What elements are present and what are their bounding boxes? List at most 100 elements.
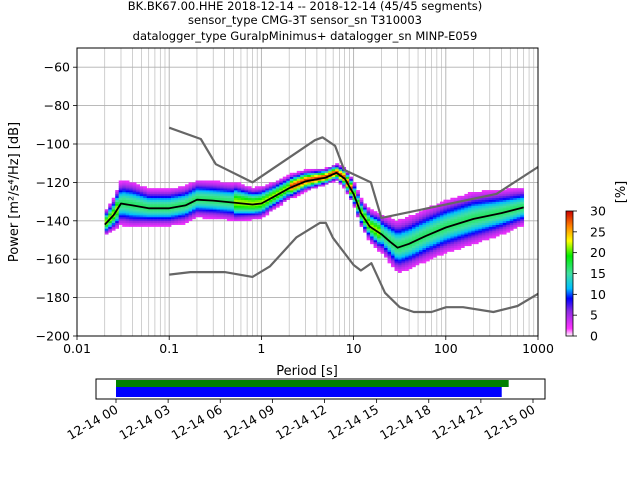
psd-density-cell <box>199 201 203 204</box>
psd-density-cell <box>115 205 120 208</box>
y-axis-label: Power [m²/s⁴/Hz] [dB] <box>7 122 22 262</box>
psd-density-cell <box>446 236 451 239</box>
psd-density-cell <box>185 209 189 212</box>
psd-density-cell <box>509 197 514 200</box>
psd-density-cell <box>450 234 455 237</box>
psd-density-cell <box>157 222 161 225</box>
psd-density-cell <box>293 193 298 197</box>
psd-density-cell <box>520 215 525 218</box>
psd-density-cell <box>464 228 469 231</box>
psd-density-cell <box>303 174 308 177</box>
psd-density-cell <box>202 188 207 191</box>
psd-density-cell <box>401 255 406 258</box>
psd-density-cell <box>520 199 525 202</box>
psd-density-cell <box>195 213 200 216</box>
psd-density-cell <box>345 184 350 187</box>
psd-density-cell <box>258 213 263 216</box>
psd-density-cell <box>492 232 497 235</box>
psd-density-cell <box>398 228 402 231</box>
psd-density-cell <box>185 184 189 187</box>
psd-density-cell <box>296 176 301 179</box>
psd-density-cell <box>226 211 231 214</box>
psd-density-cell <box>307 178 312 181</box>
psd-density-cell <box>453 215 458 218</box>
psd-density-cell <box>460 209 465 212</box>
psd-density-cell <box>411 215 416 218</box>
psd-density-cell <box>391 222 395 225</box>
psd-density-cell <box>174 201 179 204</box>
psd-density-cell <box>471 195 476 199</box>
psd-density-cell <box>457 240 462 243</box>
psd-density-cell <box>415 232 420 235</box>
psd-density-cell <box>495 199 500 202</box>
psd-density-cell <box>502 218 507 222</box>
psd-density-cell <box>230 186 235 189</box>
psd-density-cell <box>453 207 458 210</box>
psd-density-cell <box>485 201 490 204</box>
psd-density-cell <box>425 226 430 229</box>
psd-density-cell <box>171 215 175 218</box>
psd-density-cell <box>387 236 392 239</box>
psd-density-cell <box>506 190 511 193</box>
psd-density-cell <box>139 213 144 216</box>
psd-density-cell <box>394 238 399 241</box>
psd-density-cell <box>457 234 462 237</box>
psd-density-cell <box>254 188 259 191</box>
psd-density-cell <box>247 192 252 195</box>
psd-density-cell <box>485 226 490 229</box>
psd-density-cell <box>143 203 147 206</box>
psd-density-cell <box>237 193 242 197</box>
psd-density-cell <box>233 192 238 195</box>
psd-density-cell <box>216 182 221 185</box>
psd-density-cell <box>464 224 469 227</box>
psd-density-cell <box>411 243 416 247</box>
psd-density-cell <box>436 241 441 245</box>
psd-density-cell <box>164 220 168 224</box>
psd-density-cell <box>425 251 430 254</box>
psd-density-cell <box>520 193 525 197</box>
psd-density-cell <box>495 203 500 206</box>
psd-density-cell <box>171 197 175 200</box>
psd-density-cell <box>439 209 444 212</box>
psd-density-cell <box>513 197 518 200</box>
psd-density-cell <box>143 195 147 199</box>
psd-density-cell <box>226 195 231 199</box>
colorbar-tick-label: 0 <box>590 329 598 344</box>
psd-density-cell <box>474 207 479 210</box>
psd-density-cell <box>415 236 420 239</box>
psd-density-cell <box>212 201 217 204</box>
psd-density-cell <box>401 245 406 248</box>
psd-density-cell <box>436 218 441 222</box>
psd-density-cell <box>132 186 137 189</box>
psd-density-cell <box>443 240 448 243</box>
psd-density-cell <box>387 243 392 247</box>
psd-density-cell <box>174 209 179 212</box>
psd-density-cell <box>418 215 423 218</box>
psd-density-cell <box>195 211 200 214</box>
psd-density-cell <box>268 201 273 204</box>
psd-density-cell <box>206 215 210 218</box>
psd-density-cell <box>237 188 242 191</box>
psd-density-cell <box>202 193 207 197</box>
psd-density-cell <box>195 203 200 206</box>
chart-title-line1: BK.BK67.00.HHE 2018-12-14 -- 2018-12-14 … <box>128 0 482 13</box>
psd-density-cell <box>342 184 346 187</box>
psd-density-cell <box>450 232 455 235</box>
psd-density-cell <box>223 209 228 212</box>
psd-density-cell <box>467 201 472 204</box>
psd-density-cell <box>460 197 465 200</box>
psd-density-cell <box>153 224 158 227</box>
psd-density-cell <box>401 257 406 260</box>
psd-density-cell <box>398 230 402 233</box>
psd-density-cell <box>202 195 207 199</box>
psd-density-cell <box>453 228 458 231</box>
psd-density-cell <box>394 264 399 268</box>
psd-density-cell <box>436 224 441 227</box>
psd-density-cell <box>520 190 525 193</box>
psd-density-cell <box>321 168 326 172</box>
psd-density-cell <box>293 174 298 177</box>
psd-density-cell <box>272 207 277 210</box>
psd-density-cell <box>195 207 200 210</box>
psd-density-cell <box>160 209 165 212</box>
psd-density-cell <box>405 247 409 250</box>
